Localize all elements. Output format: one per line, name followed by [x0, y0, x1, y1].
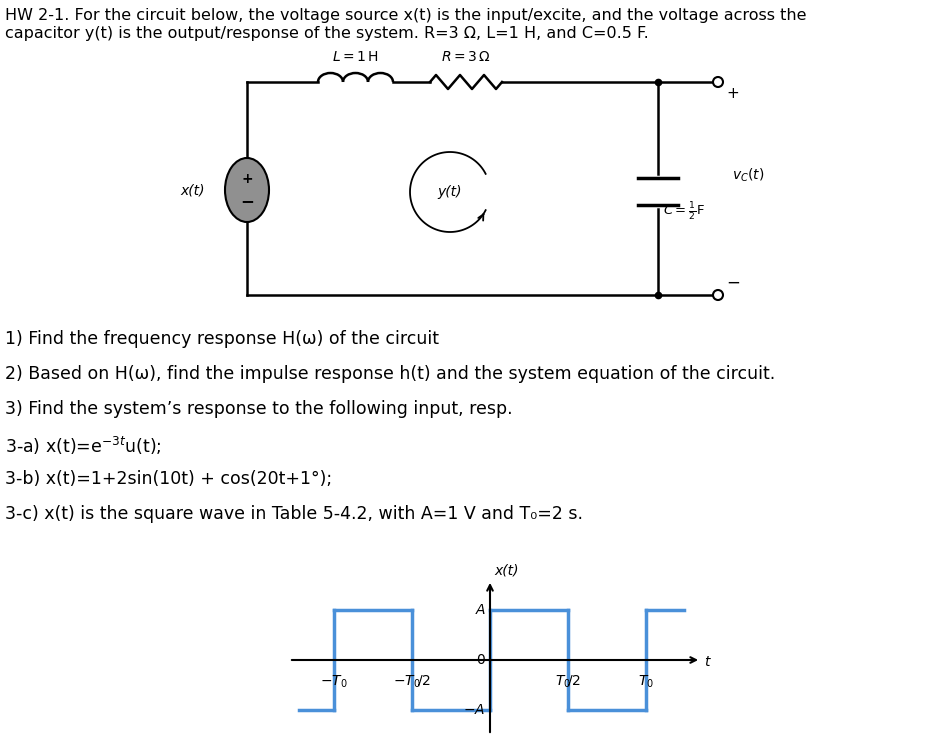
Text: x(t): x(t) [494, 563, 518, 577]
Text: $T_0$: $T_0$ [638, 674, 654, 690]
Text: 2) Based on H(ω), find the impulse response h(t) and the system equation of the : 2) Based on H(ω), find the impulse respo… [5, 365, 776, 383]
Text: HW 2-1. For the circuit below, the voltage source x(t) is the input/excite, and : HW 2-1. For the circuit below, the volta… [5, 8, 807, 23]
Text: $T_0\!/2$: $T_0\!/2$ [555, 674, 581, 690]
Text: 3) Find the system’s response to the following input, resp.: 3) Find the system’s response to the fol… [5, 400, 513, 418]
Text: A: A [475, 603, 485, 617]
Text: 3-c) x(t) is the square wave in Table 5-4.2, with A=1 V and T₀=2 s.: 3-c) x(t) is the square wave in Table 5-… [5, 505, 583, 523]
Text: 0: 0 [476, 653, 485, 667]
Text: 3-a) x(t)=e$^{-3t}$u(t);: 3-a) x(t)=e$^{-3t}$u(t); [5, 435, 162, 457]
Text: y(t): y(t) [438, 185, 462, 199]
Text: $v_C(t)$: $v_C(t)$ [732, 166, 764, 184]
Text: $C=\frac{1}{2}\mathrm{F}$: $C=\frac{1}{2}\mathrm{F}$ [663, 200, 705, 222]
Text: $-T_0$: $-T_0$ [320, 674, 347, 690]
Text: +: + [241, 172, 253, 186]
Text: $-A$: $-A$ [463, 703, 485, 717]
Text: 1) Find the frequency response H(ω) of the circuit: 1) Find the frequency response H(ω) of t… [5, 330, 439, 348]
Ellipse shape [225, 158, 269, 222]
Text: +: + [726, 86, 739, 101]
Text: 3-b) x(t)=1+2sin(10t) + cos(20t+1°);: 3-b) x(t)=1+2sin(10t) + cos(20t+1°); [5, 470, 332, 488]
Text: −: − [240, 192, 254, 210]
Text: −: − [726, 274, 740, 292]
Text: $t$: $t$ [704, 655, 712, 669]
Text: $L=1\,\mathrm{H}$: $L=1\,\mathrm{H}$ [332, 50, 379, 64]
Text: $-T_0\!/2$: $-T_0\!/2$ [393, 674, 431, 690]
Circle shape [713, 290, 723, 300]
Circle shape [713, 77, 723, 87]
Text: capacitor y(t) is the output/response of the system. R=3 Ω, L=1 H, and C=0.5 F.: capacitor y(t) is the output/response of… [5, 26, 649, 41]
Text: $R=3\,\Omega$: $R=3\,\Omega$ [441, 50, 491, 64]
Text: x(t): x(t) [180, 183, 205, 197]
